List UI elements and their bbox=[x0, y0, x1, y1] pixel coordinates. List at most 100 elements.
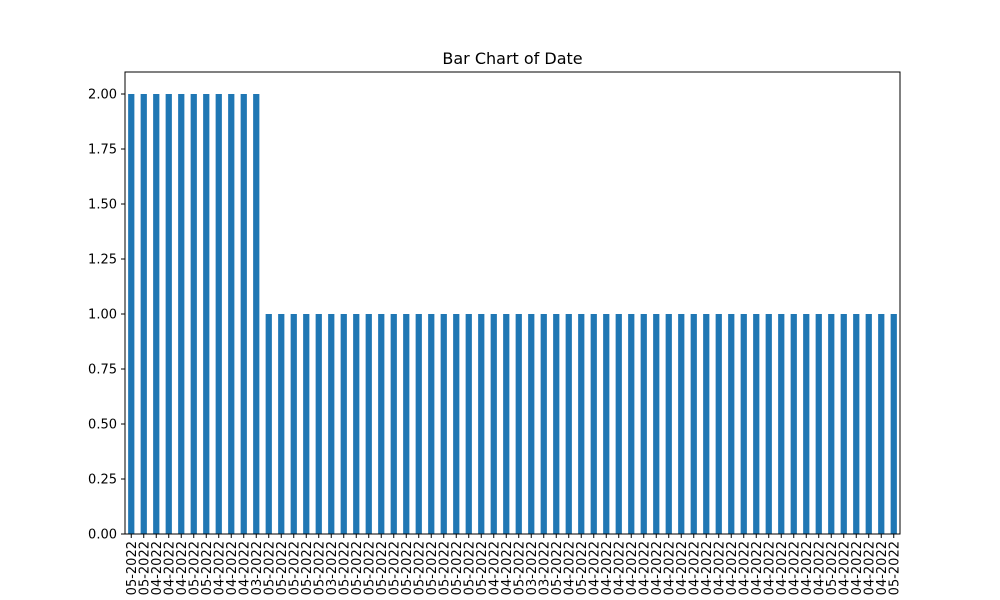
x-tick-label-56: 05-2022 bbox=[825, 541, 840, 595]
x-tick-label-15: 05-2022 bbox=[312, 541, 327, 595]
x-tick-label-61: 05-2022 bbox=[887, 541, 902, 595]
x-tick-label-48: 04-2022 bbox=[725, 541, 740, 595]
x-tick-label-31: 05-2022 bbox=[512, 541, 527, 595]
x-tick-label-16: 03-2022 bbox=[325, 541, 340, 595]
bar-61 bbox=[890, 314, 897, 534]
x-tick-label-27: 05-2022 bbox=[462, 541, 477, 595]
bar-7 bbox=[215, 94, 222, 534]
bar-58 bbox=[853, 314, 860, 534]
x-tick-label-24: 05-2022 bbox=[425, 541, 440, 595]
bar-45 bbox=[690, 314, 697, 534]
bar-16 bbox=[328, 314, 335, 534]
bar-17 bbox=[340, 314, 347, 534]
x-tick-label-50: 04-2022 bbox=[750, 541, 765, 595]
bar-25 bbox=[440, 314, 447, 534]
x-tick-label-17: 05-2022 bbox=[337, 541, 352, 595]
x-tick-label-32: 03-2022 bbox=[525, 541, 540, 595]
bar-48 bbox=[728, 314, 735, 534]
bar-56 bbox=[828, 314, 835, 534]
x-tick-label-51: 04-2022 bbox=[762, 541, 777, 595]
bar-55 bbox=[815, 314, 822, 534]
x-tick-label-5: 05-2022 bbox=[187, 541, 202, 595]
x-tick-label-59: 04-2022 bbox=[862, 541, 877, 595]
bar-21 bbox=[390, 314, 397, 534]
bar-44 bbox=[678, 314, 685, 534]
bar-59 bbox=[865, 314, 872, 534]
bar-23 bbox=[415, 314, 422, 534]
bar-6 bbox=[203, 94, 210, 534]
x-tick-label-54: 04-2022 bbox=[800, 541, 815, 595]
bar-13 bbox=[290, 314, 297, 534]
bar-29 bbox=[490, 314, 497, 534]
x-tick-label-53: 04-2022 bbox=[787, 541, 802, 595]
bar-53 bbox=[790, 314, 797, 534]
bar-42 bbox=[653, 314, 660, 534]
x-tick-label-36: 05-2022 bbox=[575, 541, 590, 595]
bar-50 bbox=[753, 314, 760, 534]
x-tick-label-33: 03-2022 bbox=[537, 541, 552, 595]
bar-57 bbox=[840, 314, 847, 534]
bar-5 bbox=[190, 94, 197, 534]
plot-area-frame bbox=[124, 71, 901, 535]
x-tick-label-41: 04-2022 bbox=[637, 541, 652, 595]
x-tick-label-1: 05-2022 bbox=[137, 541, 152, 595]
x-tick-label-3: 04-2022 bbox=[162, 541, 177, 595]
bar-22 bbox=[403, 314, 410, 534]
x-tick-label-10: 03-2022 bbox=[250, 541, 265, 595]
x-tick-label-20: 05-2022 bbox=[375, 541, 390, 595]
bar-0 bbox=[128, 94, 135, 534]
x-tick-label-57: 04-2022 bbox=[837, 541, 852, 595]
x-tick-label-43: 04-2022 bbox=[662, 541, 677, 595]
bar-20 bbox=[378, 314, 385, 534]
bar-9 bbox=[240, 94, 247, 534]
bar-46 bbox=[703, 314, 710, 534]
bar-37 bbox=[590, 314, 597, 534]
bar-35 bbox=[565, 314, 572, 534]
bar-24 bbox=[428, 314, 435, 534]
y-tick-label-3: 0.75 bbox=[88, 363, 117, 378]
x-tick-label-34: 05-2022 bbox=[550, 541, 565, 595]
x-tick-label-14: 05-2022 bbox=[300, 541, 315, 595]
bar-4 bbox=[178, 94, 185, 534]
bar-3 bbox=[165, 94, 172, 534]
x-tick-label-39: 04-2022 bbox=[612, 541, 627, 595]
bars-group bbox=[128, 94, 897, 534]
bar-41 bbox=[640, 314, 647, 534]
bar-31 bbox=[515, 314, 522, 534]
bar-51 bbox=[765, 314, 772, 534]
y-tick-label-6: 1.50 bbox=[88, 198, 117, 213]
bar-34 bbox=[553, 314, 560, 534]
y-tick-label-8: 2.00 bbox=[88, 88, 117, 103]
bar-28 bbox=[478, 314, 485, 534]
bar-36 bbox=[578, 314, 585, 534]
y-tick-label-5: 1.25 bbox=[88, 253, 117, 268]
bar-11 bbox=[265, 314, 272, 534]
bar-32 bbox=[528, 314, 535, 534]
y-tick-label-7: 1.75 bbox=[88, 143, 117, 158]
x-tick-label-18: 05-2022 bbox=[350, 541, 365, 595]
y-tick-label-2: 0.50 bbox=[88, 418, 117, 433]
x-tick-label-55: 04-2022 bbox=[812, 541, 827, 595]
x-tick-label-2: 04-2022 bbox=[150, 541, 165, 595]
bar-18 bbox=[353, 314, 360, 534]
x-tick-label-25: 05-2022 bbox=[437, 541, 452, 595]
x-tick-label-28: 05-2022 bbox=[475, 541, 490, 595]
x-tick-label-60: 04-2022 bbox=[875, 541, 890, 595]
x-tick-label-49: 04-2022 bbox=[737, 541, 752, 595]
x-tick-label-46: 04-2022 bbox=[700, 541, 715, 595]
x-tick-label-9: 04-2022 bbox=[237, 541, 252, 595]
y-tick-label-0: 0.00 bbox=[88, 528, 117, 543]
bar-39 bbox=[615, 314, 622, 534]
x-tick-label-45: 04-2022 bbox=[687, 541, 702, 595]
x-tick-label-23: 05-2022 bbox=[412, 541, 427, 595]
x-tick-label-35: 04-2022 bbox=[562, 541, 577, 595]
x-tick-label-29: 04-2022 bbox=[487, 541, 502, 595]
bar-2 bbox=[153, 94, 160, 534]
x-tick-label-47: 04-2022 bbox=[712, 541, 727, 595]
x-tick-label-19: 05-2022 bbox=[362, 541, 377, 595]
bar-43 bbox=[665, 314, 672, 534]
bar-49 bbox=[740, 314, 747, 534]
bar-15 bbox=[315, 314, 322, 534]
bar-10 bbox=[253, 94, 260, 534]
bar-26 bbox=[453, 314, 460, 534]
